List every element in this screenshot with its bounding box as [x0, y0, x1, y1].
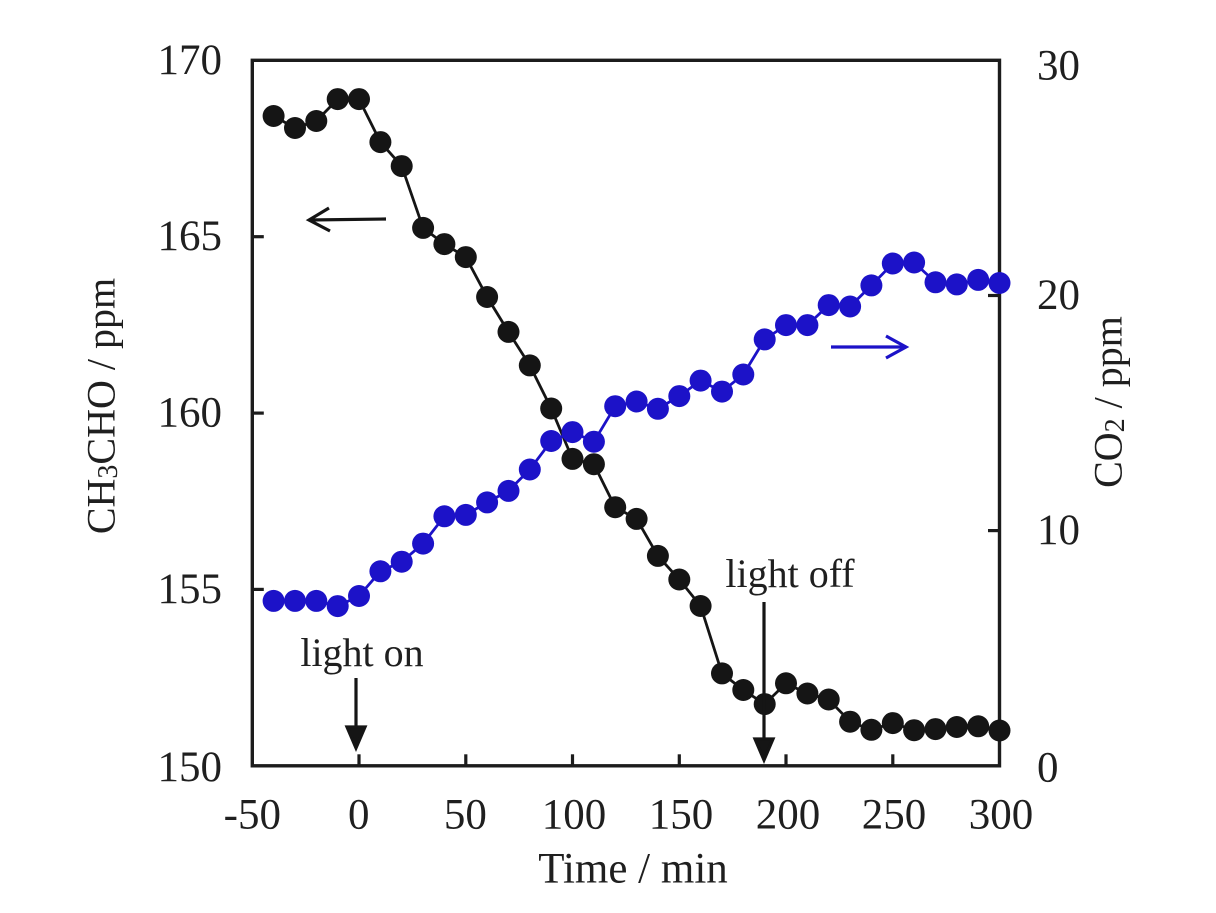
svg-text:10: 10 — [1037, 507, 1080, 554]
svg-text:50: 50 — [444, 792, 487, 839]
svg-text:light off: light off — [725, 551, 855, 596]
svg-text:-50: -50 — [224, 792, 281, 839]
svg-text:0: 0 — [1037, 745, 1059, 792]
svg-text:170: 170 — [158, 37, 223, 84]
svg-text:30: 30 — [1037, 43, 1080, 90]
svg-text:Time / min: Time / min — [538, 846, 728, 893]
svg-text:160: 160 — [158, 390, 223, 437]
svg-text:20: 20 — [1037, 272, 1080, 319]
svg-text:100: 100 — [542, 792, 607, 839]
svg-text:250: 250 — [862, 792, 927, 839]
svg-text:CO2 / ppm: CO2 / ppm — [1086, 316, 1131, 488]
svg-text:0: 0 — [348, 792, 370, 839]
svg-text:light on: light on — [300, 630, 423, 675]
svg-text:300: 300 — [969, 792, 1034, 839]
svg-text:150: 150 — [649, 792, 714, 839]
svg-text:150: 150 — [158, 744, 223, 791]
svg-text:200: 200 — [756, 792, 821, 839]
svg-text:155: 155 — [158, 566, 223, 613]
svg-text:CH3CHO / ppm: CH3CHO / ppm — [79, 278, 124, 534]
svg-text:165: 165 — [158, 213, 223, 260]
